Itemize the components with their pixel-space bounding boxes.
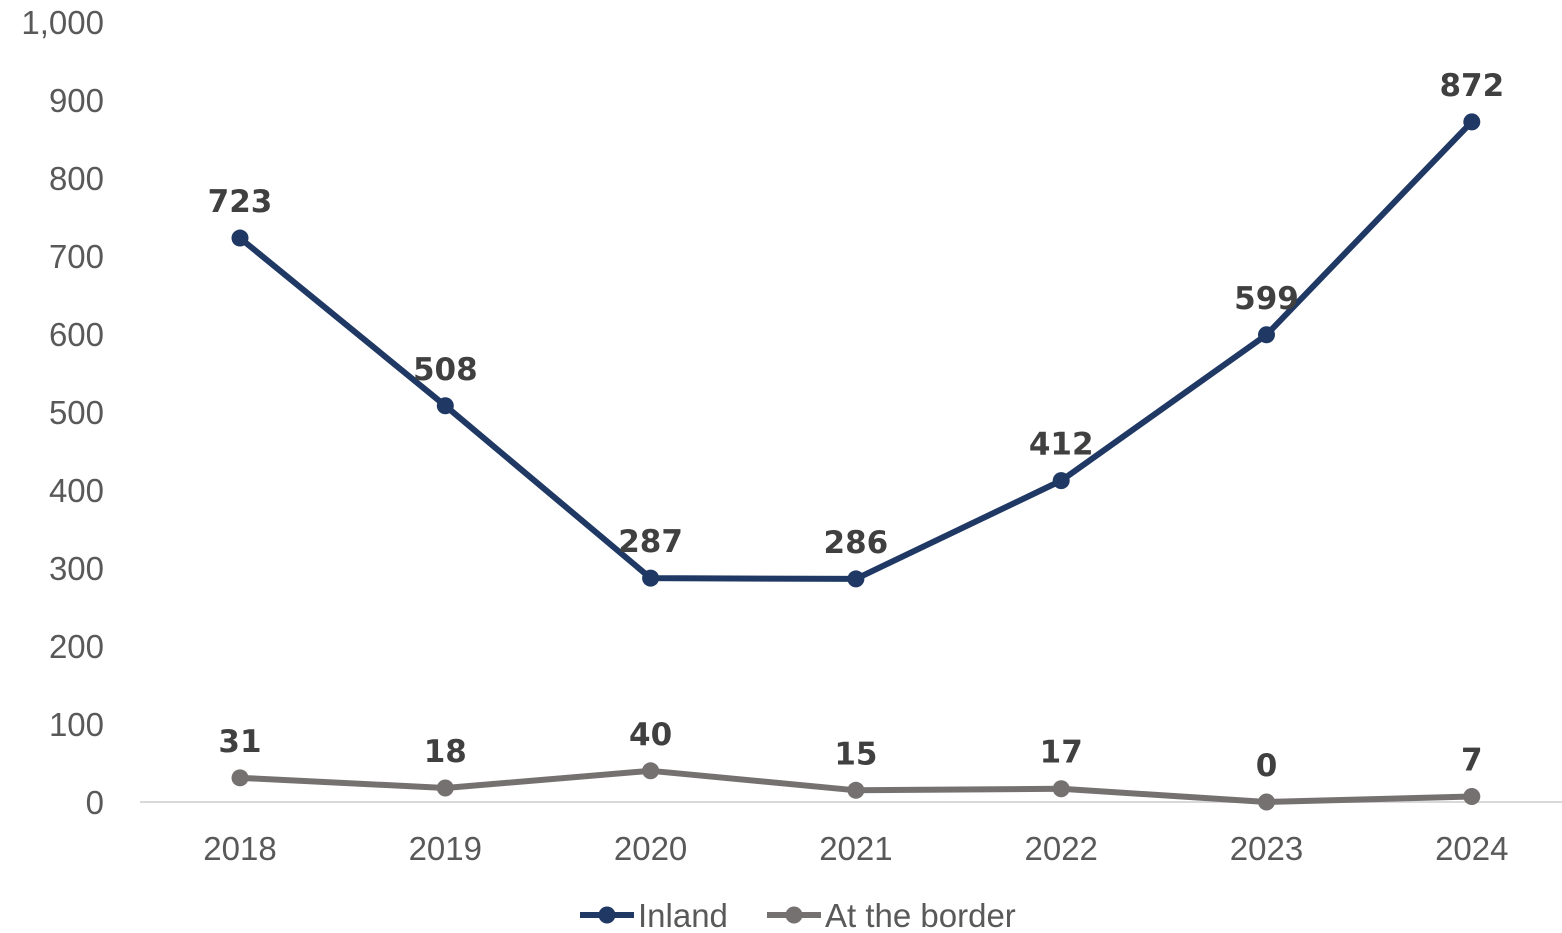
- data-point: [231, 229, 249, 247]
- series-line: [237, 118, 1475, 582]
- x-tick-label: 2024: [1435, 830, 1508, 867]
- data-point: [1052, 472, 1070, 490]
- data-label: 599: [1234, 281, 1299, 317]
- data-point: [642, 569, 660, 587]
- data-point: [231, 769, 249, 787]
- data-label: 17: [1040, 735, 1083, 771]
- y-tick-label: 100: [49, 706, 104, 743]
- y-tick-label: 400: [49, 472, 104, 509]
- plot-area: 723 508 287 286 412 599 872 31 18 40 15 17 0 7: [208, 68, 1504, 811]
- data-label: 287: [618, 524, 683, 560]
- x-tick-label: 2018: [203, 830, 276, 867]
- data-point: [1463, 788, 1481, 806]
- y-tick-label: 600: [49, 316, 104, 353]
- y-axis: 0 100 200 300 400 500 600 700 800 900 1,000: [21, 4, 104, 821]
- legend-label: At the border: [825, 897, 1016, 933]
- y-tick-label: 1,000: [21, 4, 104, 41]
- x-axis: 2018 2019 2020 2021 2022 2023 2024: [203, 830, 1508, 867]
- data-point: [1463, 113, 1481, 131]
- data-label: 18: [424, 734, 467, 770]
- legend-swatch-marker: [598, 906, 616, 924]
- y-tick-label: 200: [49, 628, 104, 665]
- data-label: 872: [1439, 68, 1504, 104]
- x-tick-label: 2021: [819, 830, 892, 867]
- data-label: 286: [824, 525, 889, 561]
- data-point: [436, 779, 454, 797]
- series-at-the-border: 31 18 40 15 17 0 7: [218, 717, 1483, 811]
- legend: Inland At the border: [580, 897, 1016, 933]
- data-label: 412: [1029, 427, 1094, 463]
- data-label: 40: [629, 717, 672, 753]
- y-tick-label: 0: [86, 784, 104, 821]
- legend-swatch-marker: [785, 906, 803, 924]
- data-point: [436, 397, 454, 415]
- legend-item: Inland: [580, 897, 728, 933]
- data-label: 31: [218, 724, 261, 760]
- x-tick-label: 2023: [1230, 830, 1303, 867]
- series-inland: 723 508 287 286 412 599 872: [208, 68, 1504, 588]
- y-tick-label: 300: [49, 550, 104, 587]
- data-point: [1052, 780, 1070, 798]
- x-tick-label: 2019: [409, 830, 482, 867]
- x-tick-label: 2020: [614, 830, 687, 867]
- y-tick-label: 500: [49, 394, 104, 431]
- data-label: 0: [1256, 748, 1278, 784]
- y-tick-label: 700: [49, 238, 104, 275]
- data-point: [847, 570, 865, 588]
- y-tick-label: 800: [49, 160, 104, 197]
- legend-item: At the border: [767, 897, 1016, 933]
- data-label: 508: [413, 352, 478, 388]
- data-label: 7: [1461, 743, 1483, 779]
- x-tick-label: 2022: [1024, 830, 1097, 867]
- data-point: [642, 762, 660, 780]
- data-label: 15: [834, 736, 877, 772]
- legend-label: Inland: [638, 897, 728, 933]
- data-point: [1258, 793, 1275, 811]
- data-point: [847, 781, 865, 799]
- y-tick-label: 900: [49, 82, 104, 119]
- data-point: [1258, 326, 1275, 344]
- data-label: 723: [208, 184, 273, 220]
